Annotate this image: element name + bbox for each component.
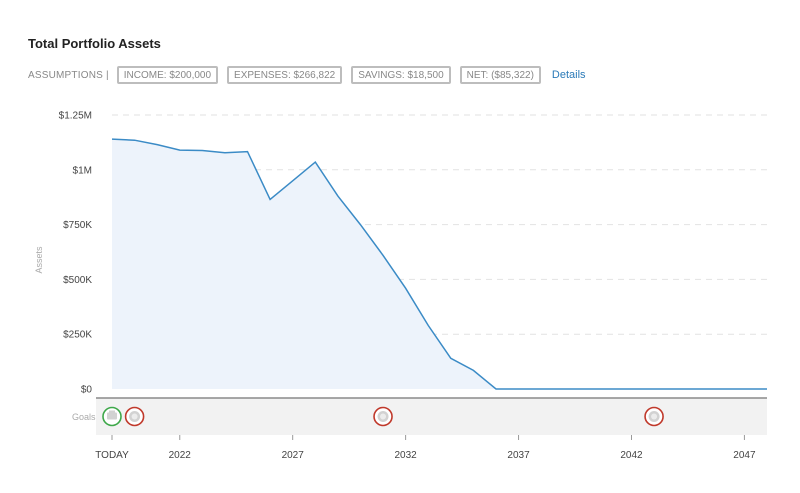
goal-marker[interactable] [102, 406, 122, 427]
x-tick-label: 2022 [169, 450, 192, 461]
y-tick-label: $750K [63, 220, 92, 231]
x-tick-label: 2042 [620, 450, 643, 461]
x-tick-label: 2032 [394, 450, 417, 461]
retirement-icon [107, 410, 117, 420]
y-tick-label: $1M [73, 165, 92, 176]
x-tick-label: 2027 [282, 450, 305, 461]
x-tick-label: TODAY [95, 450, 129, 461]
goal-icon [129, 411, 141, 422]
x-tick-label: 2037 [507, 450, 530, 461]
goal-icon [648, 411, 660, 422]
goal-markers [102, 406, 664, 427]
y-tick-label: $500K [63, 275, 92, 286]
chart-title: Total Portfolio Assets [28, 36, 161, 51]
y-tick-label: $250K [63, 330, 92, 341]
assumptions-bar: ASSUMPTIONS | INCOME: $200,000 EXPENSES:… [28, 66, 586, 84]
goals-label: Goals [72, 412, 96, 422]
assets-line [111, 138, 767, 390]
goal-marker[interactable] [644, 406, 664, 427]
savings-pill: SAVINGS: $18,500 [351, 66, 451, 84]
expenses-pill: EXPENSES: $266,822 [227, 66, 343, 84]
assumptions-label: ASSUMPTIONS | [28, 69, 109, 81]
y-tick-label: $1.25M [59, 111, 92, 122]
goal-marker[interactable] [124, 406, 145, 427]
y-axis-label: Assets [34, 246, 44, 274]
x-axis-ticks: TODAY 2022 2027 2032 2037 2042 2047 [95, 435, 756, 461]
goals-strip [96, 398, 767, 435]
goal-icon [377, 411, 389, 422]
y-axis-ticks: $0 $250K $500K $750K $1M $1.25M [59, 111, 93, 396]
x-tick-label: 2047 [733, 450, 756, 461]
y-tick-label: $0 [81, 385, 93, 396]
details-link[interactable]: Details [551, 69, 586, 81]
net-pill: NET: ($85,322) [459, 66, 541, 84]
income-pill: INCOME: $200,000 [116, 66, 219, 84]
goal-marker[interactable] [373, 406, 393, 427]
assets-area [112, 139, 767, 389]
